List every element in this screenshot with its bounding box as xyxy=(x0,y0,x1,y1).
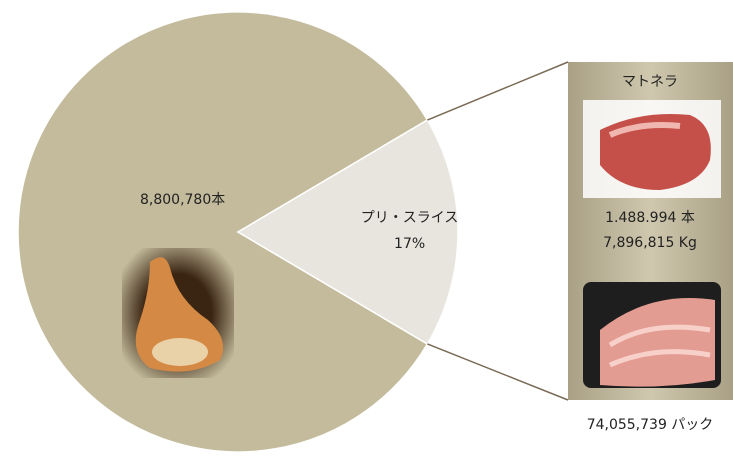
pie-slice xyxy=(17,11,429,453)
pack-image xyxy=(583,282,721,388)
slice-label: プリ・スライス xyxy=(361,210,459,226)
panel-weight: 7,896,815 Kg xyxy=(603,235,697,251)
connector xyxy=(427,343,569,401)
main-label: 8,800,780本 xyxy=(140,192,225,208)
pie-slice xyxy=(236,118,459,346)
ham-image xyxy=(122,248,234,378)
connector xyxy=(427,61,569,121)
panel-packs: 74,055,739 パック xyxy=(587,417,714,433)
slice-value: 17% xyxy=(394,236,425,252)
pie: プリ・スライス 17% xyxy=(17,11,569,453)
panel-count: 1.488.994 本 xyxy=(605,210,695,226)
panel-title: マトネラ xyxy=(622,74,678,90)
block-image xyxy=(583,100,721,198)
